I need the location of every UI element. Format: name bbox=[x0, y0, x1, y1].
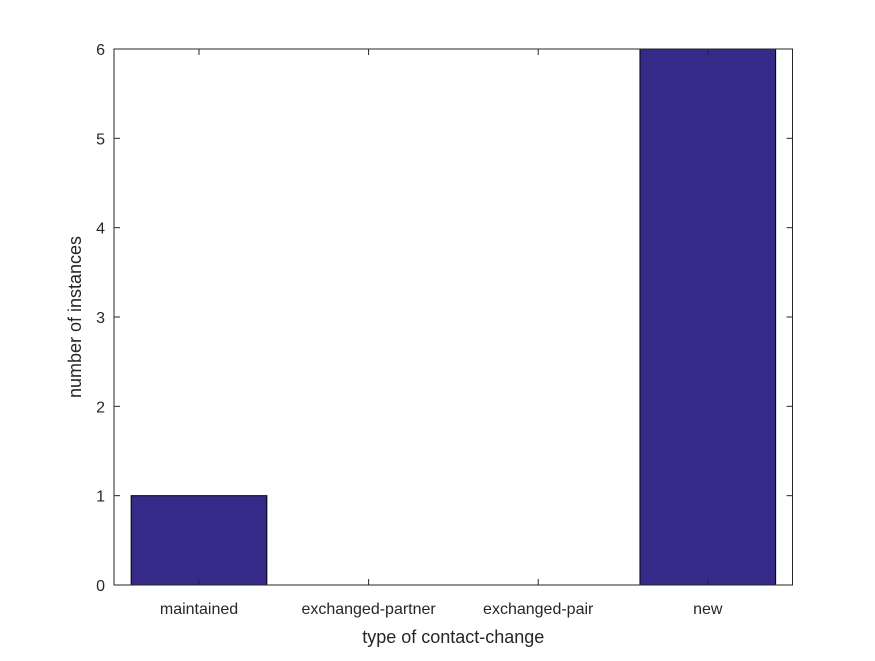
bar-new bbox=[639, 48, 777, 586]
x-tick-label: new bbox=[693, 601, 723, 618]
y-tick-label: 5 bbox=[96, 131, 105, 148]
x-tick-label: maintained bbox=[160, 601, 238, 618]
y-tick-label: 0 bbox=[96, 578, 105, 595]
y-tick-label: 4 bbox=[96, 221, 105, 238]
x-tick-label: exchanged-pair bbox=[483, 601, 594, 618]
ticks: maintained exchanged-partner exchanged-pai… bbox=[96, 42, 793, 618]
y-tick-label: 6 bbox=[96, 42, 105, 59]
bars bbox=[130, 48, 777, 586]
y-tick-label: 1 bbox=[96, 489, 105, 506]
x-tick-label: exchanged-partner bbox=[301, 601, 436, 618]
y-tick-label: 2 bbox=[96, 399, 105, 416]
x-axis-label: type of contact-change bbox=[362, 627, 544, 647]
bar-maintained bbox=[130, 495, 268, 586]
y-tick-label: 3 bbox=[96, 310, 105, 327]
y-axis-label: number of instances bbox=[65, 236, 85, 398]
